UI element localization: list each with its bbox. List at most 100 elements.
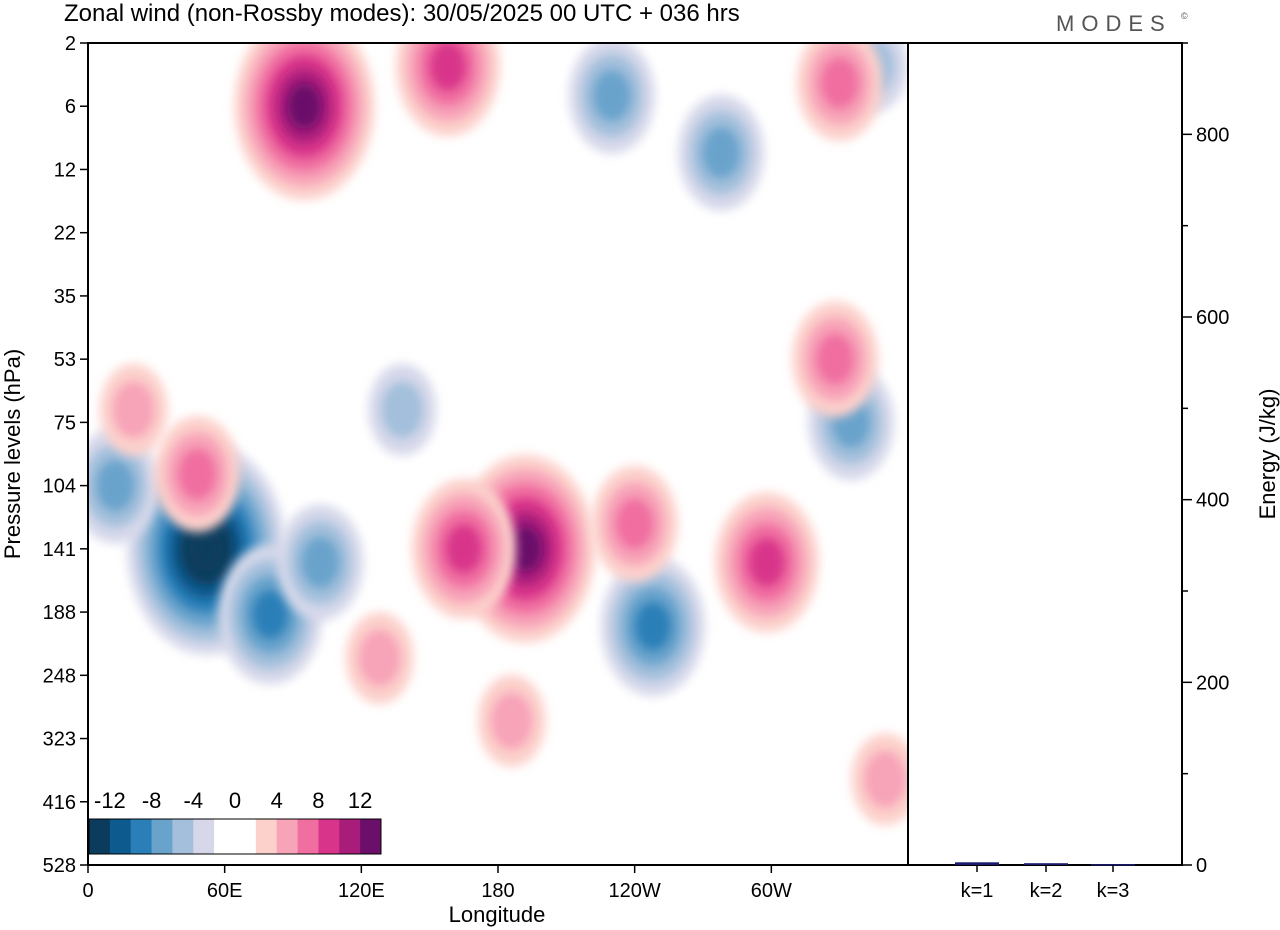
y-tick-label: 2 xyxy=(65,33,76,55)
wind-contour xyxy=(820,57,859,109)
wind-feature xyxy=(88,427,159,544)
heatmap-panel: 2 6 12 22 35 53 75 104 141 188 248 323 416 528 0 60E 12… xyxy=(0,33,909,927)
wind-contour xyxy=(189,526,224,572)
chart-title: Zonal wind (non-Rossby modes): 30/05/202… xyxy=(64,0,740,27)
colorbar: -12 -8 -4 0 4 8 12 xyxy=(88,780,385,860)
energy-bar xyxy=(955,862,999,865)
wind-contour xyxy=(508,526,543,572)
y-tick-label: 12 xyxy=(54,159,76,181)
y-tick-label: 75 xyxy=(54,412,76,434)
y-tick-label: 35 xyxy=(54,286,76,308)
x-axis-label: Longitude xyxy=(449,902,546,927)
x-tick-label: 120E xyxy=(338,880,385,902)
wind-feature xyxy=(851,733,908,826)
colorbar-cell xyxy=(109,819,132,854)
colorbar-cell xyxy=(318,819,340,854)
wind-contour xyxy=(429,43,466,91)
y-tick-label: 248 xyxy=(43,665,76,687)
wind-feature xyxy=(345,612,414,705)
y-axis-label: Pressure levels (hPa) xyxy=(0,349,25,559)
x-tick-label: 180 xyxy=(481,880,514,902)
energy-bar xyxy=(1024,863,1068,865)
wind-contour xyxy=(634,601,671,651)
energy-frame xyxy=(907,42,1183,866)
wind-contour xyxy=(358,629,401,687)
colorbar-cell xyxy=(339,819,361,854)
energy-tick-label: 200 xyxy=(1196,672,1229,694)
wind-field xyxy=(88,43,908,826)
energy-category-label: k=3 xyxy=(1097,880,1130,902)
wind-contour xyxy=(702,127,741,179)
colorbar-cell xyxy=(276,819,299,854)
colorbar-cell xyxy=(172,819,194,854)
energy-tick-label: 800 xyxy=(1196,124,1229,146)
energy-tick-label: 600 xyxy=(1196,307,1229,329)
energy-axis-label: Energy (J/kg) xyxy=(1255,389,1280,520)
energy-axis: 0 200 400 600 800 xyxy=(1182,42,1229,877)
wind-contour xyxy=(301,536,340,589)
x-tick-label: 60W xyxy=(751,880,792,902)
wind-feature xyxy=(154,416,241,533)
colorbar-tick-label: 0 xyxy=(229,788,241,813)
colorbar-cell xyxy=(214,819,236,854)
colorbar-cell xyxy=(297,819,319,854)
wind-feature xyxy=(792,301,879,418)
wind-contour xyxy=(748,538,785,587)
x-tick-label: 0 xyxy=(82,880,93,902)
y-tick-label: 22 xyxy=(54,223,76,245)
longitude-axis: 0 60E 120E 180 120W 60W xyxy=(82,865,792,902)
wind-contour xyxy=(615,498,654,550)
colorbar-tick-label: 4 xyxy=(271,788,283,813)
colorbar-cell xyxy=(255,819,278,854)
colorbar-cell xyxy=(89,819,111,854)
wind-contour xyxy=(252,590,289,639)
x-tick-label: 60E xyxy=(207,880,243,902)
energy-category-label: k=2 xyxy=(1030,880,1063,902)
y-tick-label: 141 xyxy=(43,539,76,561)
wind-contour xyxy=(815,333,855,385)
wind-contour xyxy=(445,524,482,574)
colorbar-cell xyxy=(360,819,382,854)
wind-feature xyxy=(796,43,883,141)
wind-feature xyxy=(411,478,516,619)
energy-category-label: k=1 xyxy=(961,880,994,902)
wind-feature xyxy=(600,556,705,697)
wind-contour xyxy=(96,459,135,512)
y-tick-label: 104 xyxy=(43,476,76,498)
energy-panel: 0 200 400 600 800 k=1 k=2 k=3 Energy (J/kg) xyxy=(907,42,1280,902)
wavenumber-labels: k=1 k=2 k=3 xyxy=(961,865,1130,902)
colorbar-cell xyxy=(130,819,153,854)
wind-contour xyxy=(381,381,424,439)
energy-tick-label: 400 xyxy=(1196,490,1229,512)
colorbar-cell xyxy=(235,819,257,854)
pressure-axis: 2 6 12 22 35 53 75 104 141 188 248 323 416 528 xyxy=(43,33,88,877)
y-tick-label: 6 xyxy=(65,96,76,118)
wind-contour xyxy=(287,83,322,129)
colorbar-labels: -12 -8 -4 0 4 8 12 xyxy=(94,788,372,813)
colorbar-cell xyxy=(193,819,215,854)
wind-contour xyxy=(592,69,632,122)
wind-feature xyxy=(678,94,765,211)
colorbar-cell xyxy=(151,819,173,854)
y-tick-label: 188 xyxy=(43,602,76,624)
logo-mark: © xyxy=(1181,11,1188,21)
wind-feature xyxy=(568,43,655,154)
wind-feature xyxy=(477,674,546,767)
wind-feature xyxy=(591,465,678,582)
y-tick-label: 416 xyxy=(43,792,76,814)
colorbar-tick-label: 8 xyxy=(312,788,324,813)
colorbar-frame xyxy=(88,818,382,855)
x-tick-label: 120W xyxy=(609,880,661,902)
wind-contour xyxy=(178,448,217,500)
colorbar-tick-label: -12 xyxy=(94,788,126,813)
colorbar-tick-label: 12 xyxy=(348,788,372,813)
y-tick-label: 323 xyxy=(43,729,76,751)
energy-bars xyxy=(955,862,1135,866)
wind-feature xyxy=(368,363,437,456)
wind-feature xyxy=(395,43,500,137)
wind-feature xyxy=(234,43,375,201)
wind-contour xyxy=(864,750,907,808)
wind-feature xyxy=(277,504,364,621)
wind-feature xyxy=(99,363,168,456)
